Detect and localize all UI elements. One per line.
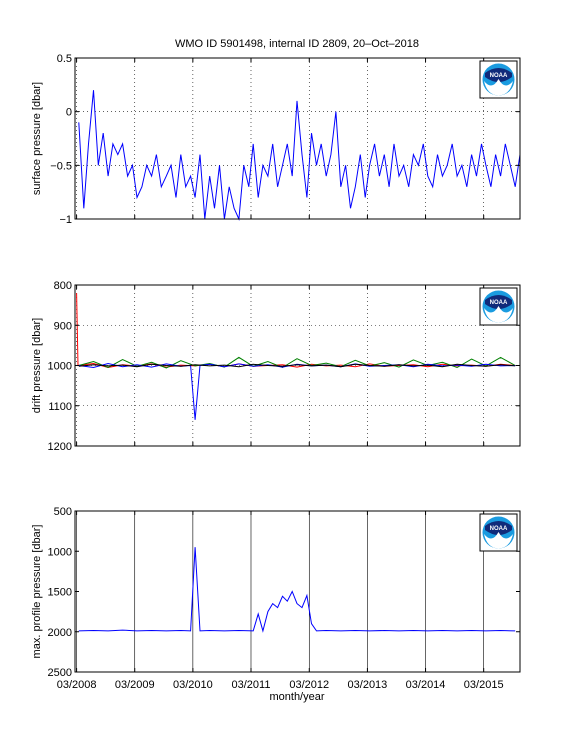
x-tick-label: 03/2014 [406, 679, 446, 691]
x-tick-label: 03/2015 [464, 679, 504, 691]
x-tick-label: 03/2011 [232, 679, 271, 691]
x-tick-label: 03/2008 [57, 679, 97, 691]
y-tick-label: 1100 [48, 401, 72, 413]
y-tick-label: 0 [66, 107, 72, 119]
noaa-logo-icon: NOAA [479, 287, 518, 326]
plot-area [75, 511, 520, 672]
y-tick-label: 1500 [48, 587, 72, 599]
y-tick-label: 800 [54, 280, 72, 292]
y-axis-label: drift pressure [dbar] [31, 318, 43, 413]
series-line-0 [78, 90, 521, 221]
series-line-0 [78, 547, 516, 633]
series-line-1 [78, 356, 516, 369]
x-tick-label: 03/2010 [173, 679, 213, 691]
figure-title: WMO ID 5901498, internal ID 2809, 20–Oct… [175, 38, 419, 50]
plot-area [75, 58, 520, 219]
y-tick-label: 1000 [48, 546, 72, 558]
x-axis-label: month/year [269, 691, 324, 703]
x-tick-label: 03/2013 [348, 679, 388, 691]
y-axis-label: surface pressure [dbar] [31, 82, 43, 195]
y-tick-label: 2000 [48, 627, 72, 639]
plot-frame [74, 57, 521, 220]
drift-pressure-panel: 800 900 1000 1100 1200 drift pressure [dbar] N… [31, 280, 521, 453]
noaa-logo-icon: NOAA [479, 60, 518, 99]
x-tick-label: 03/2012 [289, 679, 329, 691]
y-tick-label: 900 [54, 320, 72, 332]
noaa-logo-icon: NOAA [479, 513, 518, 552]
surface-pressure-panel: 0.5 0 −0.5 −1 surface pressure [dbar] NOAA [31, 53, 521, 226]
y-axis-label: max. profile pressure [dbar] [31, 525, 43, 659]
series-line-3 [78, 363, 516, 368]
y-tick-label: −1 [59, 214, 72, 226]
y-tick-label: 2500 [48, 667, 72, 679]
x-tick-label: 03/2009 [115, 679, 155, 691]
y-tick-label: 1000 [48, 361, 72, 373]
y-tick-label: 0.5 [57, 53, 72, 65]
y-tick-label: 500 [54, 506, 72, 518]
y-tick-label: 1200 [48, 441, 72, 453]
svg-text:NOAA: NOAA [490, 300, 508, 306]
svg-text:NOAA: NOAA [490, 526, 508, 532]
svg-text:NOAA: NOAA [490, 73, 508, 79]
y-tick-label: −0.5 [50, 160, 72, 172]
series-line-2 [78, 362, 516, 420]
